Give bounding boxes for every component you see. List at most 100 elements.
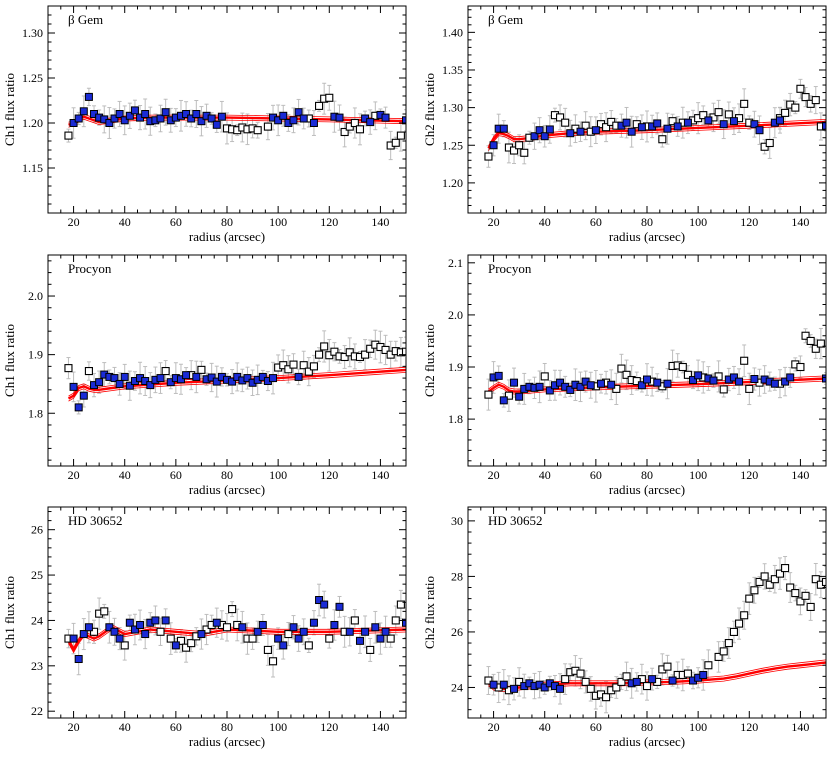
y-tick-label: 1.25	[442, 138, 463, 152]
filled-marker	[750, 374, 759, 383]
open-marker	[197, 365, 206, 374]
y-axis-label: Ch1 flux ratio	[2, 324, 17, 397]
filled-marker	[171, 641, 180, 650]
open-marker	[309, 362, 318, 371]
filled-marker	[556, 378, 565, 387]
y-tick-label: 1.20	[442, 176, 463, 190]
model-band-lower	[488, 380, 826, 395]
filled-marker	[238, 623, 247, 632]
open-marker	[284, 365, 293, 374]
open-marker	[765, 138, 774, 148]
x-tick-label: 40	[119, 468, 131, 482]
star-name: β Gem	[488, 12, 523, 27]
open-marker	[750, 586, 759, 595]
filled-marker	[69, 119, 78, 127]
filled-marker	[499, 124, 508, 133]
open-marker	[770, 575, 779, 584]
y-tick-label: 2.1	[448, 256, 463, 270]
filled-marker	[69, 382, 78, 391]
filled-marker	[141, 630, 150, 639]
filled-marker	[556, 684, 565, 693]
y-axis-label: Ch2 flux ratio	[422, 324, 437, 397]
open-marker	[796, 84, 805, 93]
filled-marker	[566, 385, 575, 394]
open-marker	[612, 384, 621, 393]
panel-6: 20 40 60 80 100 120 140 24 26 28 30 radius (arcsec)…	[422, 506, 827, 749]
filled-marker	[694, 371, 703, 380]
filled-marker	[494, 371, 503, 380]
x-tick-label: 60	[590, 215, 602, 229]
filled-marker	[130, 106, 139, 115]
filled-marker	[166, 378, 175, 387]
x-tick-label: 80	[221, 215, 233, 229]
filled-marker	[212, 120, 221, 129]
open-marker	[176, 636, 186, 645]
filled-marker	[535, 382, 544, 391]
open-marker	[120, 641, 129, 650]
filled-marker	[125, 111, 134, 120]
filled-marker	[197, 117, 206, 126]
x-axis-label: radius (arcsec)	[609, 734, 685, 749]
filled-marker	[499, 680, 508, 689]
filled-marker	[289, 623, 298, 632]
filled-marker	[74, 114, 83, 123]
open-marker	[320, 342, 329, 351]
filled-marker	[729, 117, 738, 126]
panel-frame	[467, 5, 827, 214]
open-marker	[248, 634, 257, 643]
x-tick-label: 60	[170, 215, 182, 229]
x-axis-label: radius (arcsec)	[189, 229, 265, 244]
open-marker	[166, 634, 175, 643]
open-marker	[724, 110, 733, 119]
open-marker	[515, 677, 524, 686]
filled-marker	[115, 379, 124, 388]
x-tick-label: 80	[221, 468, 233, 482]
open-marker	[658, 135, 667, 144]
filled-marker	[192, 110, 201, 118]
filled-marker	[294, 108, 303, 117]
open-marker	[663, 662, 672, 671]
y-tick-label: 28	[451, 569, 463, 583]
filled-marker	[683, 118, 692, 127]
filled-marker	[192, 372, 201, 381]
open-marker	[325, 634, 334, 643]
x-tick-label: 120	[320, 215, 338, 229]
filled-marker	[591, 126, 600, 135]
filled-marker	[366, 118, 375, 127]
open-marker	[781, 564, 790, 573]
filled-marker	[355, 636, 364, 645]
open-marker	[325, 93, 334, 102]
open-marker	[89, 627, 99, 636]
filled-marker	[294, 634, 303, 643]
open-marker	[796, 597, 805, 606]
y-tick-label: 30	[451, 514, 463, 528]
y-tick-label: 1.25	[22, 71, 43, 85]
x-tick-label: 120	[740, 720, 758, 734]
open-marker	[755, 577, 764, 587]
x-tick-label: 100	[269, 720, 287, 734]
filled-marker	[515, 392, 524, 401]
filled-marker	[540, 683, 549, 692]
y-axis-label: Ch2 flux ratio	[422, 576, 437, 649]
x-axis-label: radius (arcsec)	[609, 229, 685, 244]
open-marker	[801, 93, 810, 102]
open-marker	[617, 677, 626, 686]
filled-marker	[781, 377, 790, 386]
filled-marker	[335, 113, 344, 122]
filled-marker	[750, 120, 759, 129]
open-marker	[729, 627, 738, 636]
star-name: HD 30652	[68, 513, 123, 528]
y-tick-label: 1.8	[448, 412, 463, 426]
filled-marker	[315, 596, 324, 605]
y-tick-label: 2.0	[448, 308, 463, 322]
open-marker	[745, 384, 754, 393]
open-marker	[612, 683, 621, 692]
filled-marker	[207, 373, 216, 382]
x-tick-label: 100	[269, 468, 287, 482]
filled-marker	[576, 382, 585, 391]
filled-marker	[110, 374, 119, 383]
open-marker	[515, 141, 524, 150]
filled-marker	[663, 379, 672, 388]
filled-marker	[187, 114, 196, 123]
open-marker	[268, 657, 278, 666]
